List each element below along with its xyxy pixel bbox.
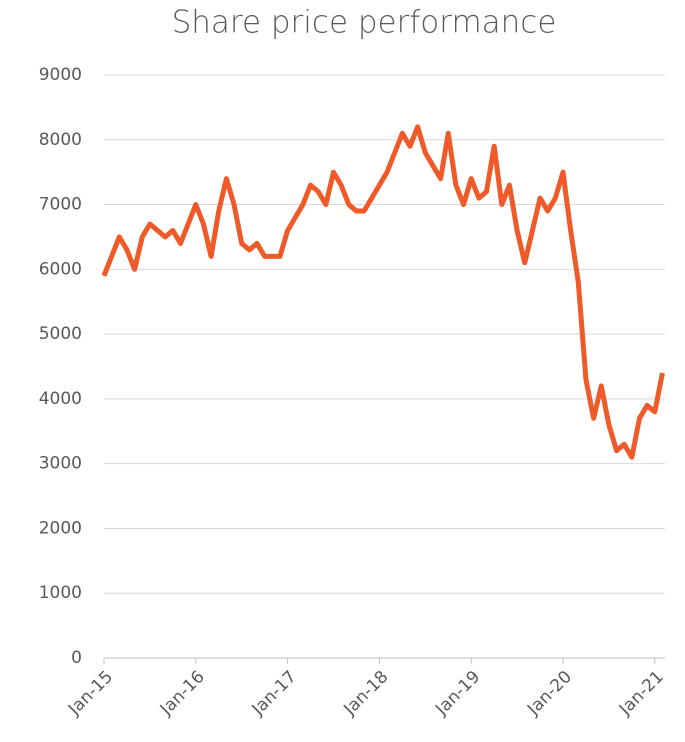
- y-tick-label: 6000: [39, 259, 82, 279]
- y-tick-label: 3000: [39, 454, 82, 474]
- x-tick-label: Jan-17: [248, 667, 301, 720]
- y-tick-label: 1000: [39, 583, 82, 603]
- y-tick-label: 0: [71, 648, 82, 668]
- price-line: [101, 124, 665, 460]
- y-tick-label: 8000: [39, 130, 82, 150]
- x-tick-label: Jan-16: [156, 667, 209, 720]
- x-tick-label: Jan-18: [339, 667, 392, 720]
- y-tick-label: 2000: [39, 518, 82, 538]
- y-tick-label: 4000: [39, 389, 82, 409]
- y-tick-label: 5000: [39, 324, 82, 344]
- x-tick-label: Jan-20: [523, 667, 576, 720]
- x-tick-label: Jan-21: [615, 667, 668, 720]
- chart-title: Share price performance: [172, 5, 557, 41]
- y-tick-label: 7000: [39, 195, 82, 215]
- y-tick-label: 9000: [39, 65, 82, 85]
- x-tick-label: Jan-15: [64, 667, 117, 720]
- x-tick-label: Jan-19: [431, 667, 484, 720]
